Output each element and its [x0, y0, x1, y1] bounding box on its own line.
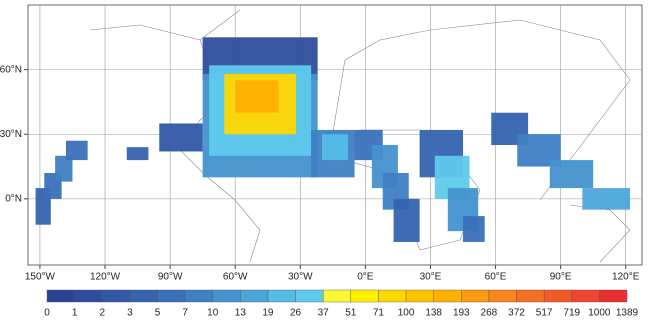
data-cell	[126, 147, 149, 161]
colorbar-segment	[405, 289, 434, 303]
x-tick-label: 120°E	[612, 272, 640, 283]
colorbar-segment	[571, 289, 600, 303]
colorbar-label: 71	[373, 308, 385, 319]
data-cells	[35, 37, 631, 242]
y-tick-label: 60°N	[0, 64, 22, 75]
data-cell	[235, 80, 279, 113]
colorbar-label: 268	[481, 308, 498, 319]
data-cell	[582, 188, 631, 210]
colorbar-label: 1389	[616, 308, 639, 319]
colorbar-segment	[129, 289, 158, 303]
y-tick-label: 0°N	[5, 194, 22, 205]
x-tick-label: 30°E	[420, 272, 442, 283]
data-cell	[159, 123, 203, 152]
colorbar-label: 2	[99, 308, 105, 319]
x-tick-label: 30°W	[288, 272, 313, 283]
colorbar-segment	[516, 289, 545, 303]
colorbar-segment	[240, 289, 269, 303]
colorbar-segment	[322, 289, 352, 303]
colorbar-segment	[102, 289, 131, 303]
colorbar: 0 1 2 3 5 7 10 13 19 26 37 51 71 100 138 193 268 372 517 71…	[44, 289, 639, 319]
colorbar-label: 19	[262, 308, 274, 319]
x-tick-label: 150°W	[25, 272, 56, 283]
colorbar-segment	[74, 289, 103, 303]
x-tick-label: 0°E	[357, 272, 374, 283]
x-tick-label: 90°W	[158, 272, 183, 283]
colorbar-segment	[295, 289, 324, 303]
colorbar-label: 7	[182, 308, 188, 319]
colorbar-label: 26	[290, 308, 302, 319]
colorbar-label: 3	[127, 308, 133, 319]
colorbar-label: 719	[563, 308, 580, 319]
colorbar-segment	[46, 289, 75, 303]
colorbar-segment	[543, 289, 572, 303]
colorbar-label: 13	[235, 308, 247, 319]
x-tick-label: 60°E	[485, 272, 507, 283]
colorbar-label: 10	[207, 308, 219, 319]
colorbar-label: 193	[453, 308, 470, 319]
colorbar-segment	[461, 289, 490, 303]
colorbar-label: 1000	[588, 308, 611, 319]
colorbar-label: 0	[44, 308, 50, 319]
colorbar-segment	[433, 289, 462, 303]
colorbar-label: 100	[398, 308, 415, 319]
colorbar-segment	[157, 289, 186, 303]
data-cell	[549, 160, 594, 189]
y-tick-label: 30°N	[0, 129, 22, 140]
colorbar-segment	[378, 289, 407, 303]
x-tick-label: 120°W	[90, 272, 121, 283]
colorbar-label: 138	[425, 308, 442, 319]
colorbar-label: 51	[345, 308, 357, 319]
data-cell	[393, 198, 420, 242]
x-tick-label: 60°W	[223, 272, 248, 283]
colorbar-segment	[267, 289, 296, 303]
x-tick-label: 90°E	[550, 272, 572, 283]
data-cell	[55, 155, 73, 182]
data-cell	[321, 134, 349, 161]
data-cell	[463, 216, 485, 242]
colorbar-label: 37	[318, 308, 330, 319]
colorbar-label: 372	[508, 308, 525, 319]
colorbar-label: 517	[536, 308, 553, 319]
colorbar-segment	[184, 289, 213, 303]
colorbar-label: 5	[155, 308, 161, 319]
data-cell	[65, 140, 88, 161]
colorbar-label: 1	[72, 308, 78, 319]
colorbar-segment	[488, 289, 517, 303]
colorbar-segment	[212, 289, 241, 303]
colorbar-segment	[599, 289, 628, 303]
colorbar-segment	[350, 289, 379, 303]
axes: 150°W 120°W 90°W 60°W 30°W 0°E 30°E 60°E 90°E 120…	[0, 64, 640, 282]
